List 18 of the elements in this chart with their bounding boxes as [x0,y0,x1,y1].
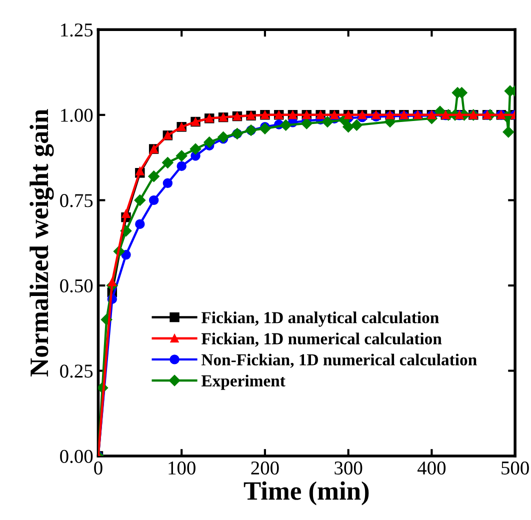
x-tick-label: 0 [94,461,102,475]
legend-label: Experiment [201,374,286,390]
x-tick-label: 300 [334,461,362,475]
x-axis-title: Time (min) [244,481,369,506]
y-axis-title: Normalized weight gain [30,109,54,376]
legend-label: Non-Fickian, 1D numerical calculation [202,354,477,368]
y-tick-label: 1.00 [61,108,93,122]
x-tick-label: 200 [251,461,279,475]
y-tick-label: 0.25 [60,364,93,378]
y-tick-label: 1.25 [61,24,93,37]
x-tick-label: 100 [168,461,196,475]
y-tick-label: 0.50 [60,279,93,293]
legend-label: Fickian, 1D analytical calculation [201,312,439,327]
y-tick-label: 0.00 [60,450,93,464]
y-tick-label: 0.75 [60,194,93,208]
x-tick-label: 500 [502,461,529,475]
legend-label: Fickian, 1D numerical calculation [201,332,442,347]
x-tick-label: 400 [418,461,446,475]
